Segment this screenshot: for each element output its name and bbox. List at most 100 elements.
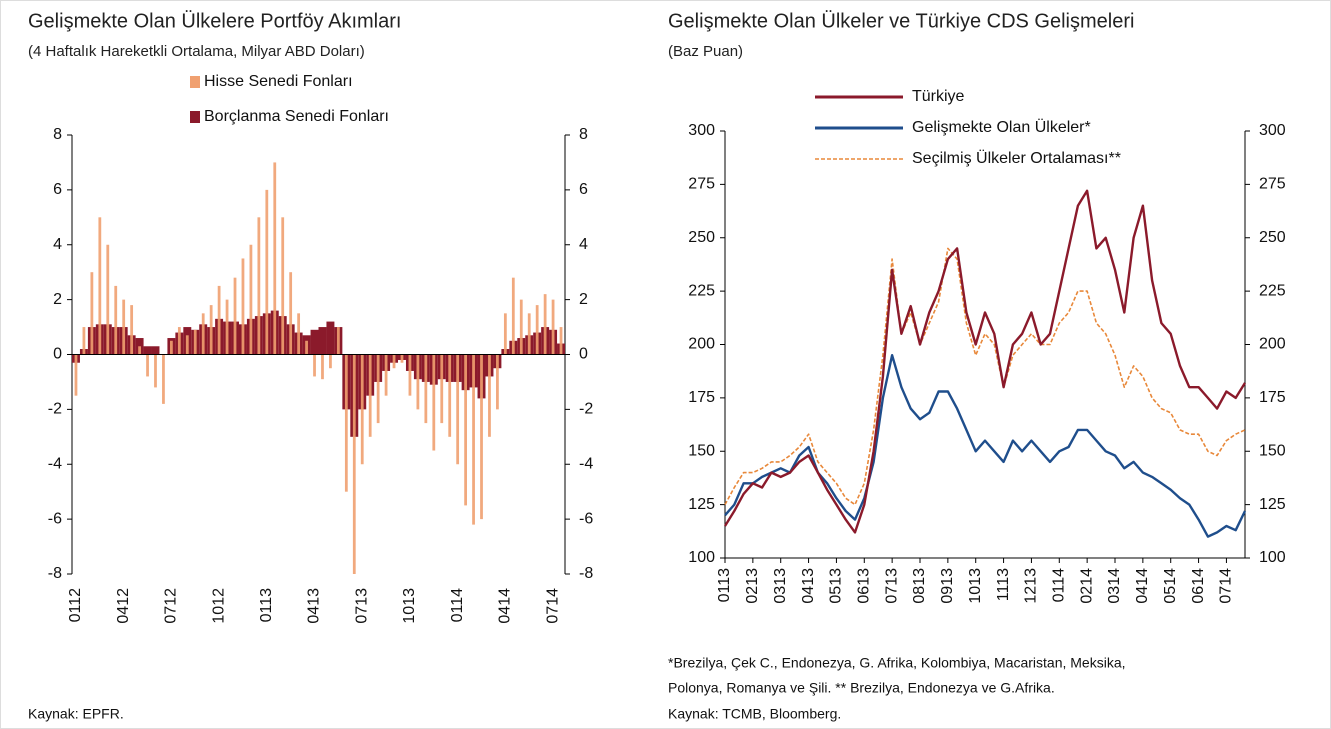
y-tick-label: 2 <box>53 291 62 308</box>
x-tick-label: 0114 <box>1051 568 1068 603</box>
y-tick-label: 6 <box>53 181 62 198</box>
equity-bar <box>424 354 428 424</box>
equity-bar <box>138 346 141 355</box>
x-tick-label: 0514 <box>1162 568 1179 604</box>
equity-bar <box>440 354 444 424</box>
x-tick-label: 0414 <box>497 588 514 624</box>
y2-tick-label: 150 <box>1259 442 1286 459</box>
y-tick-label: -4 <box>48 455 62 472</box>
x-tick-label: 0113 <box>716 568 733 603</box>
y2-tick-label: 250 <box>1259 229 1286 246</box>
chart-subtitle: (4 Haftalık Hareketkli Ortalama, Milyar … <box>28 43 365 60</box>
equity-bar <box>336 327 340 355</box>
equity-bar <box>257 217 261 355</box>
x-tick-label: 0714 <box>544 588 561 624</box>
x-tick-label: 0314 <box>1106 568 1123 604</box>
equity-bar <box>297 313 301 355</box>
note: Polonya, Romanya ve Şili. ** Brezilya, E… <box>668 680 1055 696</box>
equity-bar <box>146 354 149 377</box>
equity-bar <box>329 354 332 369</box>
equity-bar <box>273 162 277 355</box>
x-tick-label: 0913 <box>939 568 956 604</box>
x-tick-label: 1013 <box>967 568 984 604</box>
equity-bar <box>305 340 308 355</box>
y-tick-label: -6 <box>48 510 62 527</box>
equity-bar <box>154 354 157 388</box>
y2-tick-label: 275 <box>1259 176 1286 193</box>
x-tick-label: 0413 <box>306 588 323 624</box>
equity-bar <box>360 354 364 465</box>
equity-bar <box>321 354 324 380</box>
equity-bar <box>519 299 523 355</box>
legend-label: Gelişmekte Olan Ülkeler* <box>912 118 1091 136</box>
x-tick-label: 0712 <box>163 588 180 624</box>
equity-bar <box>392 354 396 369</box>
x-tick-label: 0713 <box>353 588 370 624</box>
y2-tick-label: 200 <box>1259 336 1286 353</box>
equity-bar <box>464 354 467 506</box>
equity-bar <box>90 272 94 355</box>
equity-bar <box>233 277 237 355</box>
y2-tick-label: -4 <box>579 455 593 472</box>
y-tick-label: 175 <box>688 389 715 406</box>
equity-bar <box>344 354 348 492</box>
source: Kaynak: TCMB, Bloomberg. <box>668 706 841 722</box>
y-tick-label: 8 <box>53 126 62 143</box>
equity-bar <box>503 313 507 355</box>
y2-tick-label: -8 <box>579 565 593 582</box>
y2-tick-label: 0 <box>579 346 588 363</box>
legend-label: Borçlanma Senedi Fonları <box>204 108 389 125</box>
equity-bar <box>559 327 563 355</box>
legend-swatch <box>190 76 200 88</box>
equity-bar <box>106 244 110 355</box>
x-tick-label: 1113 <box>995 568 1012 601</box>
equity-bar <box>488 354 491 437</box>
y-tick-label: 150 <box>688 442 715 459</box>
x-tick-label: 0513 <box>828 568 845 604</box>
x-tick-label: 0714 <box>1218 568 1235 604</box>
debt-bar <box>151 346 160 355</box>
y-tick-label: 275 <box>688 176 715 193</box>
equity-bar <box>241 258 245 355</box>
y2-tick-label: 225 <box>1259 282 1286 299</box>
x-tick-label: 0614 <box>1190 568 1207 604</box>
y-tick-label: 300 <box>688 122 715 139</box>
y2-tick-label: 100 <box>1259 549 1286 566</box>
chart-title: Gelişmekte Olan Ülkelere Portföy Akımlar… <box>28 10 401 32</box>
x-tick-label: 0413 <box>800 568 817 604</box>
legend-swatch <box>190 111 200 123</box>
equity-bar <box>408 354 412 396</box>
equity-bar <box>201 313 205 355</box>
x-tick-label: 0214 <box>1078 568 1095 604</box>
equity-bar <box>193 329 197 355</box>
x-tick-label: 1013 <box>401 588 418 624</box>
equity-bar <box>527 313 531 355</box>
y-tick-label: 125 <box>688 496 715 513</box>
y-tick-label: -8 <box>48 565 62 582</box>
series-line <box>723 189 1247 534</box>
equity-bar <box>74 354 78 396</box>
x-tick-label: 0114 <box>449 588 466 623</box>
y-tick-label: 0 <box>53 346 62 363</box>
y2-tick-label: -6 <box>579 510 593 527</box>
y2-tick-label: 300 <box>1259 122 1286 139</box>
y2-tick-label: 8 <box>579 126 588 143</box>
equity-bar <box>217 285 221 355</box>
y2-tick-label: 6 <box>579 181 588 198</box>
x-tick-label: 0213 <box>744 568 761 604</box>
equity-bar <box>122 299 126 355</box>
equity-bar <box>114 285 118 355</box>
y-tick-label: -2 <box>48 401 62 418</box>
x-tick-label: 0112 <box>67 588 84 623</box>
x-tick-label: 0613 <box>856 568 873 604</box>
equity-bar <box>472 354 475 525</box>
equity-bar <box>170 340 173 355</box>
equity-bar <box>209 305 213 355</box>
y2-tick-label: 125 <box>1259 496 1286 513</box>
chart-title: Gelişmekte Olan Ülkeler ve Türkiye CDS G… <box>668 10 1134 32</box>
x-tick-label: 0414 <box>1134 568 1151 604</box>
equity-bar <box>456 354 460 465</box>
equity-bar <box>496 354 499 410</box>
